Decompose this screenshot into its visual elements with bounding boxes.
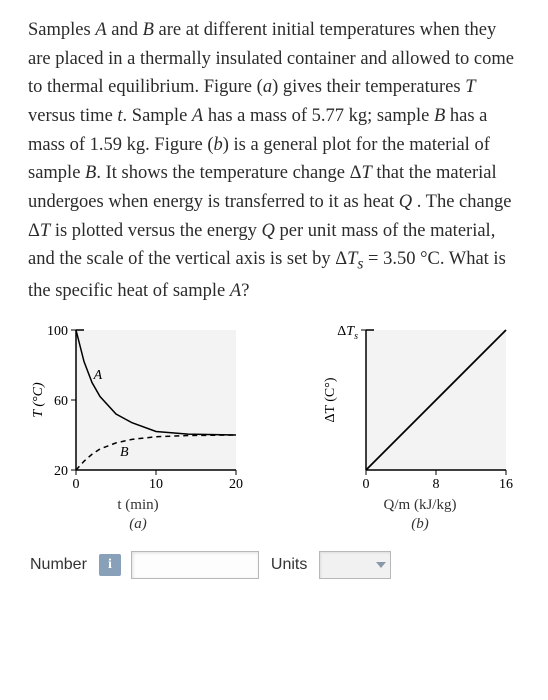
svg-text:10: 10	[149, 477, 163, 490]
chart-b-xlabel: Q/m (kJ/kg)	[384, 497, 457, 513]
chevron-down-icon	[376, 562, 386, 568]
svg-text:20: 20	[54, 464, 68, 479]
svg-text:0: 0	[363, 477, 370, 490]
svg-text:ΔTs: ΔTs	[337, 324, 358, 342]
svg-text:60: 60	[54, 394, 68, 409]
chart-a: 20 60 100 0 10 20 A B T (°C) t (min) (a)	[28, 320, 248, 533]
svg-text:T (°C): T (°C)	[31, 382, 46, 418]
number-label: Number	[28, 552, 89, 578]
svg-text:A: A	[93, 368, 103, 383]
svg-text:ΔT (C°): ΔT (C°)	[323, 377, 338, 422]
chart-a-caption: (a)	[28, 516, 248, 533]
units-label: Units	[269, 552, 309, 578]
svg-text:20: 20	[229, 477, 243, 490]
chart-b-caption: (b)	[320, 516, 520, 533]
svg-text:100: 100	[47, 324, 68, 339]
chart-b: ΔTs 0 8 16 ΔT (C°) Q/m (kJ/kg) (b)	[320, 320, 520, 533]
svg-text:B: B	[120, 445, 129, 460]
chart-a-xlabel: t (min)	[117, 497, 158, 513]
answer-row: Number i Units	[28, 551, 520, 579]
svg-text:0: 0	[73, 477, 80, 490]
svg-text:8: 8	[433, 477, 440, 490]
problem-text: Samples A and B are at different initial…	[28, 16, 520, 306]
charts-row: 20 60 100 0 10 20 A B T (°C) t (min) (a) ΔTs 0 8 16…	[28, 320, 520, 533]
info-icon[interactable]: i	[99, 554, 121, 576]
svg-text:16: 16	[499, 477, 513, 490]
number-input[interactable]	[131, 551, 259, 579]
units-select[interactable]	[319, 551, 391, 579]
